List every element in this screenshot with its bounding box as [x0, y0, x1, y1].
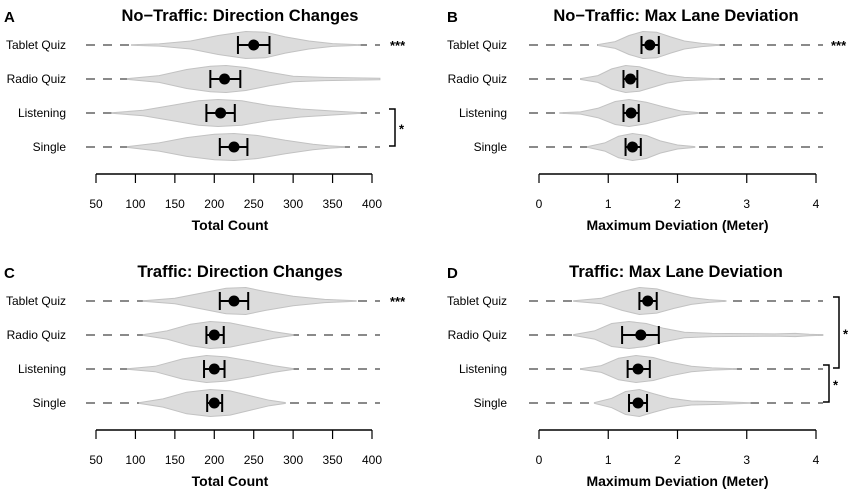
panel-label: A — [4, 9, 15, 26]
significance-bracket — [389, 108, 396, 147]
violin-radio-quiz — [580, 64, 720, 94]
mean-point — [248, 39, 260, 51]
x-tick-label: 4 — [813, 197, 820, 211]
x-axis-label: Total Count — [192, 473, 269, 489]
x-tick-label: 1 — [605, 197, 612, 211]
mean-point — [625, 107, 637, 119]
mean-point — [208, 397, 220, 409]
mean-point — [228, 295, 240, 307]
chart-panel-b: B No−Traffic: Max Lane Deviation 0 1 2 3 4 Maxi… — [447, 7, 847, 233]
mean-point — [644, 39, 656, 51]
mean-point — [219, 73, 231, 85]
x-tick-label: 350 — [323, 197, 343, 211]
category-label: Single — [33, 140, 67, 154]
x-tick-label: 0 — [536, 453, 543, 467]
mean-point — [228, 141, 240, 153]
violin-radio-quiz — [127, 64, 381, 94]
category-label: Radio Quiz — [7, 328, 66, 342]
category-label: Single — [33, 396, 67, 410]
x-tick-label: 50 — [89, 197, 103, 211]
significance-marker: * — [833, 378, 839, 393]
mean-point — [635, 329, 647, 341]
category-label: Radio Quiz — [448, 72, 507, 86]
x-tick-label: 100 — [125, 453, 145, 467]
panel-label: B — [447, 9, 458, 26]
chart-title: Traffic: Max Lane Deviation — [569, 263, 783, 281]
x-tick-label: 150 — [165, 453, 185, 467]
x-tick-label: 3 — [743, 453, 750, 467]
mean-point — [624, 73, 636, 85]
x-tick-label: 250 — [244, 453, 264, 467]
x-tick-label: 50 — [89, 453, 103, 467]
mean-point — [632, 397, 644, 409]
category-label: Listening — [18, 362, 66, 376]
chart-panel-c: C Traffic: Direction Changes 50 100 150 200 25… — [4, 263, 406, 489]
x-tick-label: 200 — [204, 197, 224, 211]
x-tick-label: 200 — [204, 453, 224, 467]
x-tick-label: 2 — [674, 453, 681, 467]
category-label: Tablet Quiz — [6, 38, 66, 52]
x-tick-label: 350 — [323, 453, 343, 467]
mean-point — [642, 295, 654, 307]
x-tick-label: 2 — [674, 197, 681, 211]
violin-single — [593, 388, 751, 418]
violin-listening — [580, 354, 737, 384]
x-tick-label: 150 — [165, 197, 185, 211]
x-tick-label: 400 — [362, 453, 382, 467]
chart-title: No−Traffic: Direction Changes — [121, 7, 358, 25]
mean-point — [215, 107, 227, 119]
chart-panel-d: D Traffic: Max Lane Deviation 0 1 2 3 4 Maximum… — [447, 263, 849, 489]
mean-point — [632, 363, 644, 375]
significance-marker: *** — [831, 38, 847, 53]
category-label: Listening — [459, 106, 507, 120]
mean-point — [208, 329, 220, 341]
violin-tablet-quiz — [142, 286, 357, 316]
x-axis-label: Maximum Deviation (Meter) — [586, 473, 768, 489]
significance-bracket — [823, 364, 830, 403]
significance-marker: * — [399, 122, 405, 137]
chart-title: Traffic: Direction Changes — [137, 263, 342, 281]
x-tick-label: 4 — [813, 453, 820, 467]
violin-listening — [111, 98, 361, 128]
category-label: Radio Quiz — [448, 328, 507, 342]
mean-point — [208, 363, 220, 375]
x-tick-label: 250 — [244, 197, 264, 211]
x-tick-label: 400 — [362, 197, 382, 211]
x-tick-label: 100 — [125, 197, 145, 211]
category-label: Listening — [459, 362, 507, 376]
x-tick-label: 0 — [536, 197, 543, 211]
significance-marker: *** — [390, 294, 406, 309]
x-axis-label: Total Count — [192, 217, 269, 233]
panel-label: C — [4, 265, 15, 282]
x-tick-label: 300 — [283, 453, 303, 467]
x-axis-label: Maximum Deviation (Meter) — [586, 217, 768, 233]
category-label: Tablet Quiz — [6, 294, 66, 308]
chart-panel-a: A No−Traffic: Direction Changes 50 100 150 20… — [4, 7, 406, 233]
chart-title: No−Traffic: Max Lane Deviation — [553, 7, 798, 25]
x-tick-label: 3 — [743, 197, 750, 211]
panel-label: D — [447, 265, 458, 282]
category-label: Tablet Quiz — [447, 294, 507, 308]
category-label: Listening — [18, 106, 66, 120]
mean-point — [626, 141, 638, 153]
significance-bracket — [833, 296, 840, 369]
significance-marker: *** — [390, 38, 406, 53]
x-tick-label: 300 — [283, 197, 303, 211]
category-label: Single — [474, 140, 508, 154]
category-label: Tablet Quiz — [447, 38, 507, 52]
violin-radio-quiz — [573, 320, 824, 350]
category-label: Single — [474, 396, 508, 410]
x-tick-label: 1 — [605, 453, 612, 467]
significance-marker: * — [843, 327, 849, 342]
category-label: Radio Quiz — [7, 72, 66, 86]
